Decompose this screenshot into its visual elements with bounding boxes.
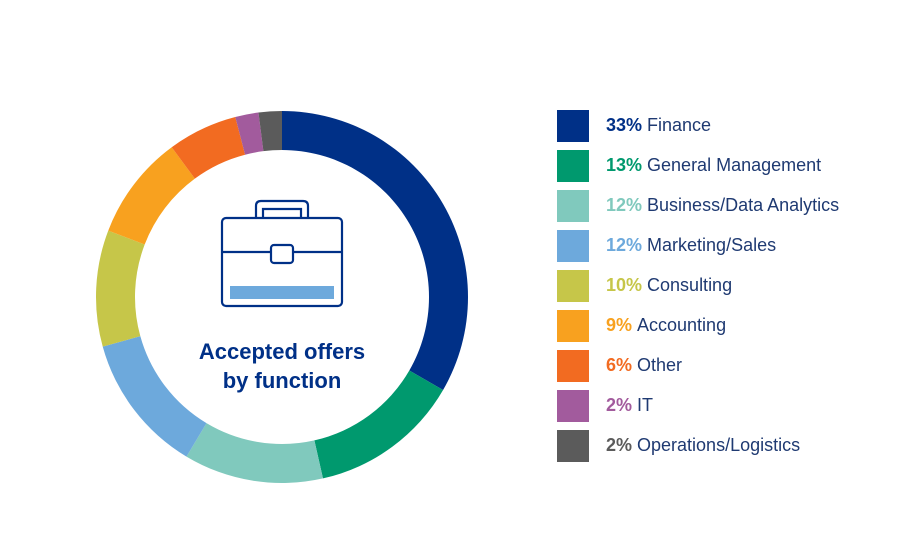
legend-label: Finance (647, 115, 712, 135)
donut-slice-operations-logistics (258, 111, 282, 152)
legend-percent: 9% (606, 315, 633, 335)
donut-slice-general-management (314, 370, 444, 479)
legend-percent: 2% (606, 395, 633, 415)
donut-slice-other (171, 116, 246, 179)
legend-label: General Management (647, 155, 822, 175)
legend-label: Business/Data Analytics (647, 195, 840, 215)
chart-title-line-2: by function (222, 368, 342, 393)
legend-swatch (557, 430, 589, 462)
donut-slice-it (235, 112, 264, 155)
legend-swatch (557, 390, 589, 422)
legend-percent: 6% (606, 355, 633, 375)
legend-swatch (557, 230, 589, 262)
legend-percent: 13% (606, 155, 643, 175)
legend-label: Consulting (647, 275, 733, 295)
legend-swatch (557, 350, 589, 382)
donut-slice-marketing-sales (102, 336, 207, 457)
donut-slice-business-data-analytics (186, 423, 323, 483)
donut-slice-consulting (96, 230, 145, 347)
legend-swatch (557, 190, 589, 222)
donut-slice-finance (282, 111, 468, 390)
chart-title-line-1: Accepted offers (198, 339, 366, 364)
legend-percent: 10% (606, 275, 643, 295)
legend-label: Operations/Logistics (637, 435, 801, 455)
legend-swatch (557, 270, 589, 302)
chart-title: Accepted offers by function (162, 337, 402, 395)
legend-label: Marketing/Sales (647, 235, 777, 255)
legend-label: Accounting (637, 315, 727, 335)
legend-swatch (557, 110, 589, 142)
donut-slice-accounting (108, 147, 195, 245)
legend-percent: 2% (606, 435, 633, 455)
legend-swatch (557, 310, 589, 342)
legend-percent: 33% (606, 115, 643, 135)
legend-label: IT (637, 395, 654, 415)
legend-percent: 12% (606, 195, 643, 215)
legend-swatch (557, 150, 589, 182)
legend-label: Other (637, 355, 683, 375)
legend-percent: 12% (606, 235, 643, 255)
briefcase-icon (220, 199, 344, 308)
donut-slices (96, 111, 468, 483)
